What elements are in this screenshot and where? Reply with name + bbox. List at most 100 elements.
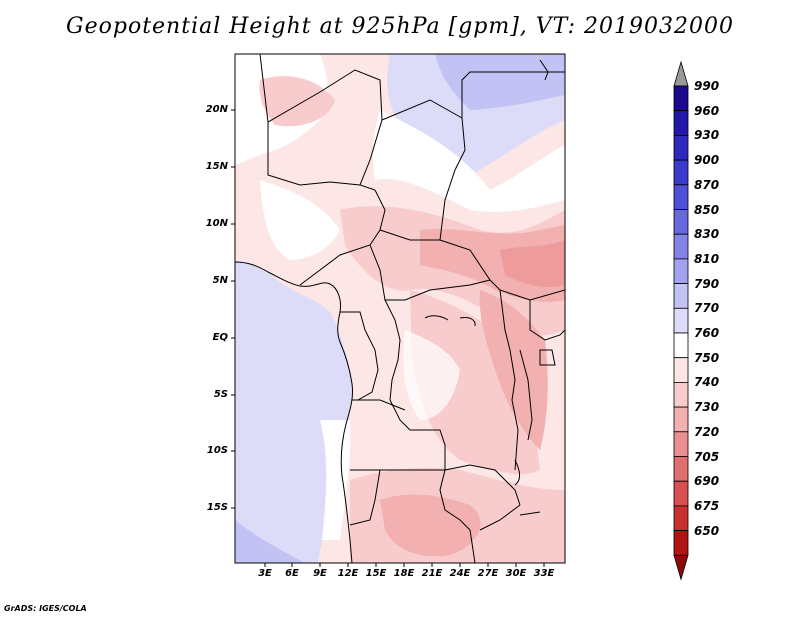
border-1 <box>259 54 383 191</box>
lon-label: 12E <box>337 568 359 579</box>
ocean-deep-sw <box>235 520 305 563</box>
colorbar-label: 930 <box>694 128 720 143</box>
lat-label: 5S <box>213 389 228 400</box>
border-10 <box>384 299 446 470</box>
border-23 <box>519 511 541 516</box>
border-3 <box>381 99 466 201</box>
lat-label: 5N <box>212 275 228 286</box>
colorbar <box>673 60 689 581</box>
border-8 <box>369 244 491 301</box>
lat-label: EQ <box>212 332 228 343</box>
lon-label: 6E <box>285 568 299 579</box>
colorbar-segment <box>673 85 689 112</box>
colorbar-top-arrow <box>673 60 689 87</box>
colorbar-segment <box>673 431 689 457</box>
colorbar-label: 690 <box>694 474 720 489</box>
border-2 <box>267 122 361 186</box>
colorbar-segment <box>673 110 689 136</box>
lon-label: 9E <box>313 568 327 579</box>
colorbar-label: 760 <box>694 326 720 340</box>
colorbar-label: 790 <box>694 276 720 291</box>
coastal-white-band <box>320 420 351 540</box>
border-16 <box>499 289 519 471</box>
border-15 <box>479 504 521 531</box>
sahel-pink-blob <box>259 76 335 127</box>
colorbar-segment <box>673 505 689 531</box>
colorbar-label: 770 <box>694 301 720 316</box>
boundary-lines <box>235 54 565 563</box>
lon-label: 24E <box>449 568 471 579</box>
west-africa-coastline <box>235 261 353 563</box>
colorbar-segment <box>673 209 689 235</box>
colorbar-segment <box>673 530 689 556</box>
colorbar-segment <box>673 381 689 408</box>
colorbar-label: 705 <box>694 449 720 464</box>
colorbar-segment <box>673 332 689 359</box>
lon-label: 27E <box>477 568 499 579</box>
border-20 <box>459 317 476 327</box>
colorbar-label: 900 <box>694 153 720 168</box>
colorbar-segment <box>673 134 689 161</box>
colorbar-segment <box>673 480 689 507</box>
border-11 <box>352 399 406 411</box>
colorbar-label: 850 <box>694 202 720 217</box>
lon-label: 18E <box>393 568 415 579</box>
lon-label: 21E <box>421 568 443 579</box>
colorbar-segment <box>673 184 689 210</box>
lon-label: 33E <box>533 568 555 579</box>
lon-label: 3E <box>258 568 272 579</box>
congo-pink <box>410 290 540 475</box>
colorbar-segment <box>673 357 689 383</box>
geopotential-field <box>235 54 565 563</box>
ocean-shading <box>235 262 353 563</box>
colorbar-label: 720 <box>694 424 720 439</box>
congo-white-patch <box>403 330 460 420</box>
colorbar-segment <box>673 456 689 482</box>
colorbar-label: 810 <box>694 251 720 266</box>
border-4 <box>461 71 565 118</box>
plot-title: Geopotential Height at 925hPa [gpm], VT:… <box>66 14 734 39</box>
border-24 <box>539 59 549 81</box>
lat-label: 15N <box>205 161 228 172</box>
colorbar-segment <box>673 233 689 260</box>
east-darkest-core <box>500 240 565 287</box>
border-9 <box>340 311 379 401</box>
map-frame <box>234 53 566 564</box>
lat-label: 10S <box>206 445 228 456</box>
colorbar-label: 960 <box>694 103 720 118</box>
colorbar-label: 750 <box>694 350 720 365</box>
ne-deep-blue <box>435 54 565 110</box>
colorbar-segment <box>673 406 689 433</box>
axis-ticks <box>231 109 545 567</box>
border-12 <box>350 464 521 506</box>
lon-label: 30E <box>505 568 527 579</box>
border-18 <box>539 349 556 366</box>
border-7 <box>379 229 440 241</box>
sahel-white-patch <box>260 180 340 260</box>
lat-label: 15S <box>206 502 228 513</box>
colorbar-segment <box>673 307 689 334</box>
south-pink-core <box>380 494 481 557</box>
colorbar-segment <box>673 258 689 284</box>
colorbar-label: 830 <box>694 227 720 242</box>
border-17 <box>529 300 565 341</box>
colorbar-label: 990 <box>694 79 720 93</box>
lon-label: 15E <box>365 568 387 579</box>
colorbar-bottom-arrow <box>673 554 689 581</box>
grads-credit: GrADS: IGES/COLA <box>4 604 87 613</box>
lat-label: 20N <box>205 104 228 115</box>
colorbar-segment <box>673 283 689 309</box>
colorbar-label: 730 <box>694 400 720 415</box>
lat-label: 10N <box>205 218 228 229</box>
colorbar-label: 740 <box>694 375 720 390</box>
border-14 <box>439 469 476 563</box>
border-21 <box>424 315 449 321</box>
colorbar-label: 650 <box>694 523 720 538</box>
border-19 <box>519 349 533 441</box>
colorbar-label: 870 <box>694 177 720 192</box>
colorbar-label: 675 <box>694 498 720 513</box>
border-13 <box>349 469 381 526</box>
colorbar-segment <box>673 159 689 186</box>
north-white-band <box>372 110 565 212</box>
